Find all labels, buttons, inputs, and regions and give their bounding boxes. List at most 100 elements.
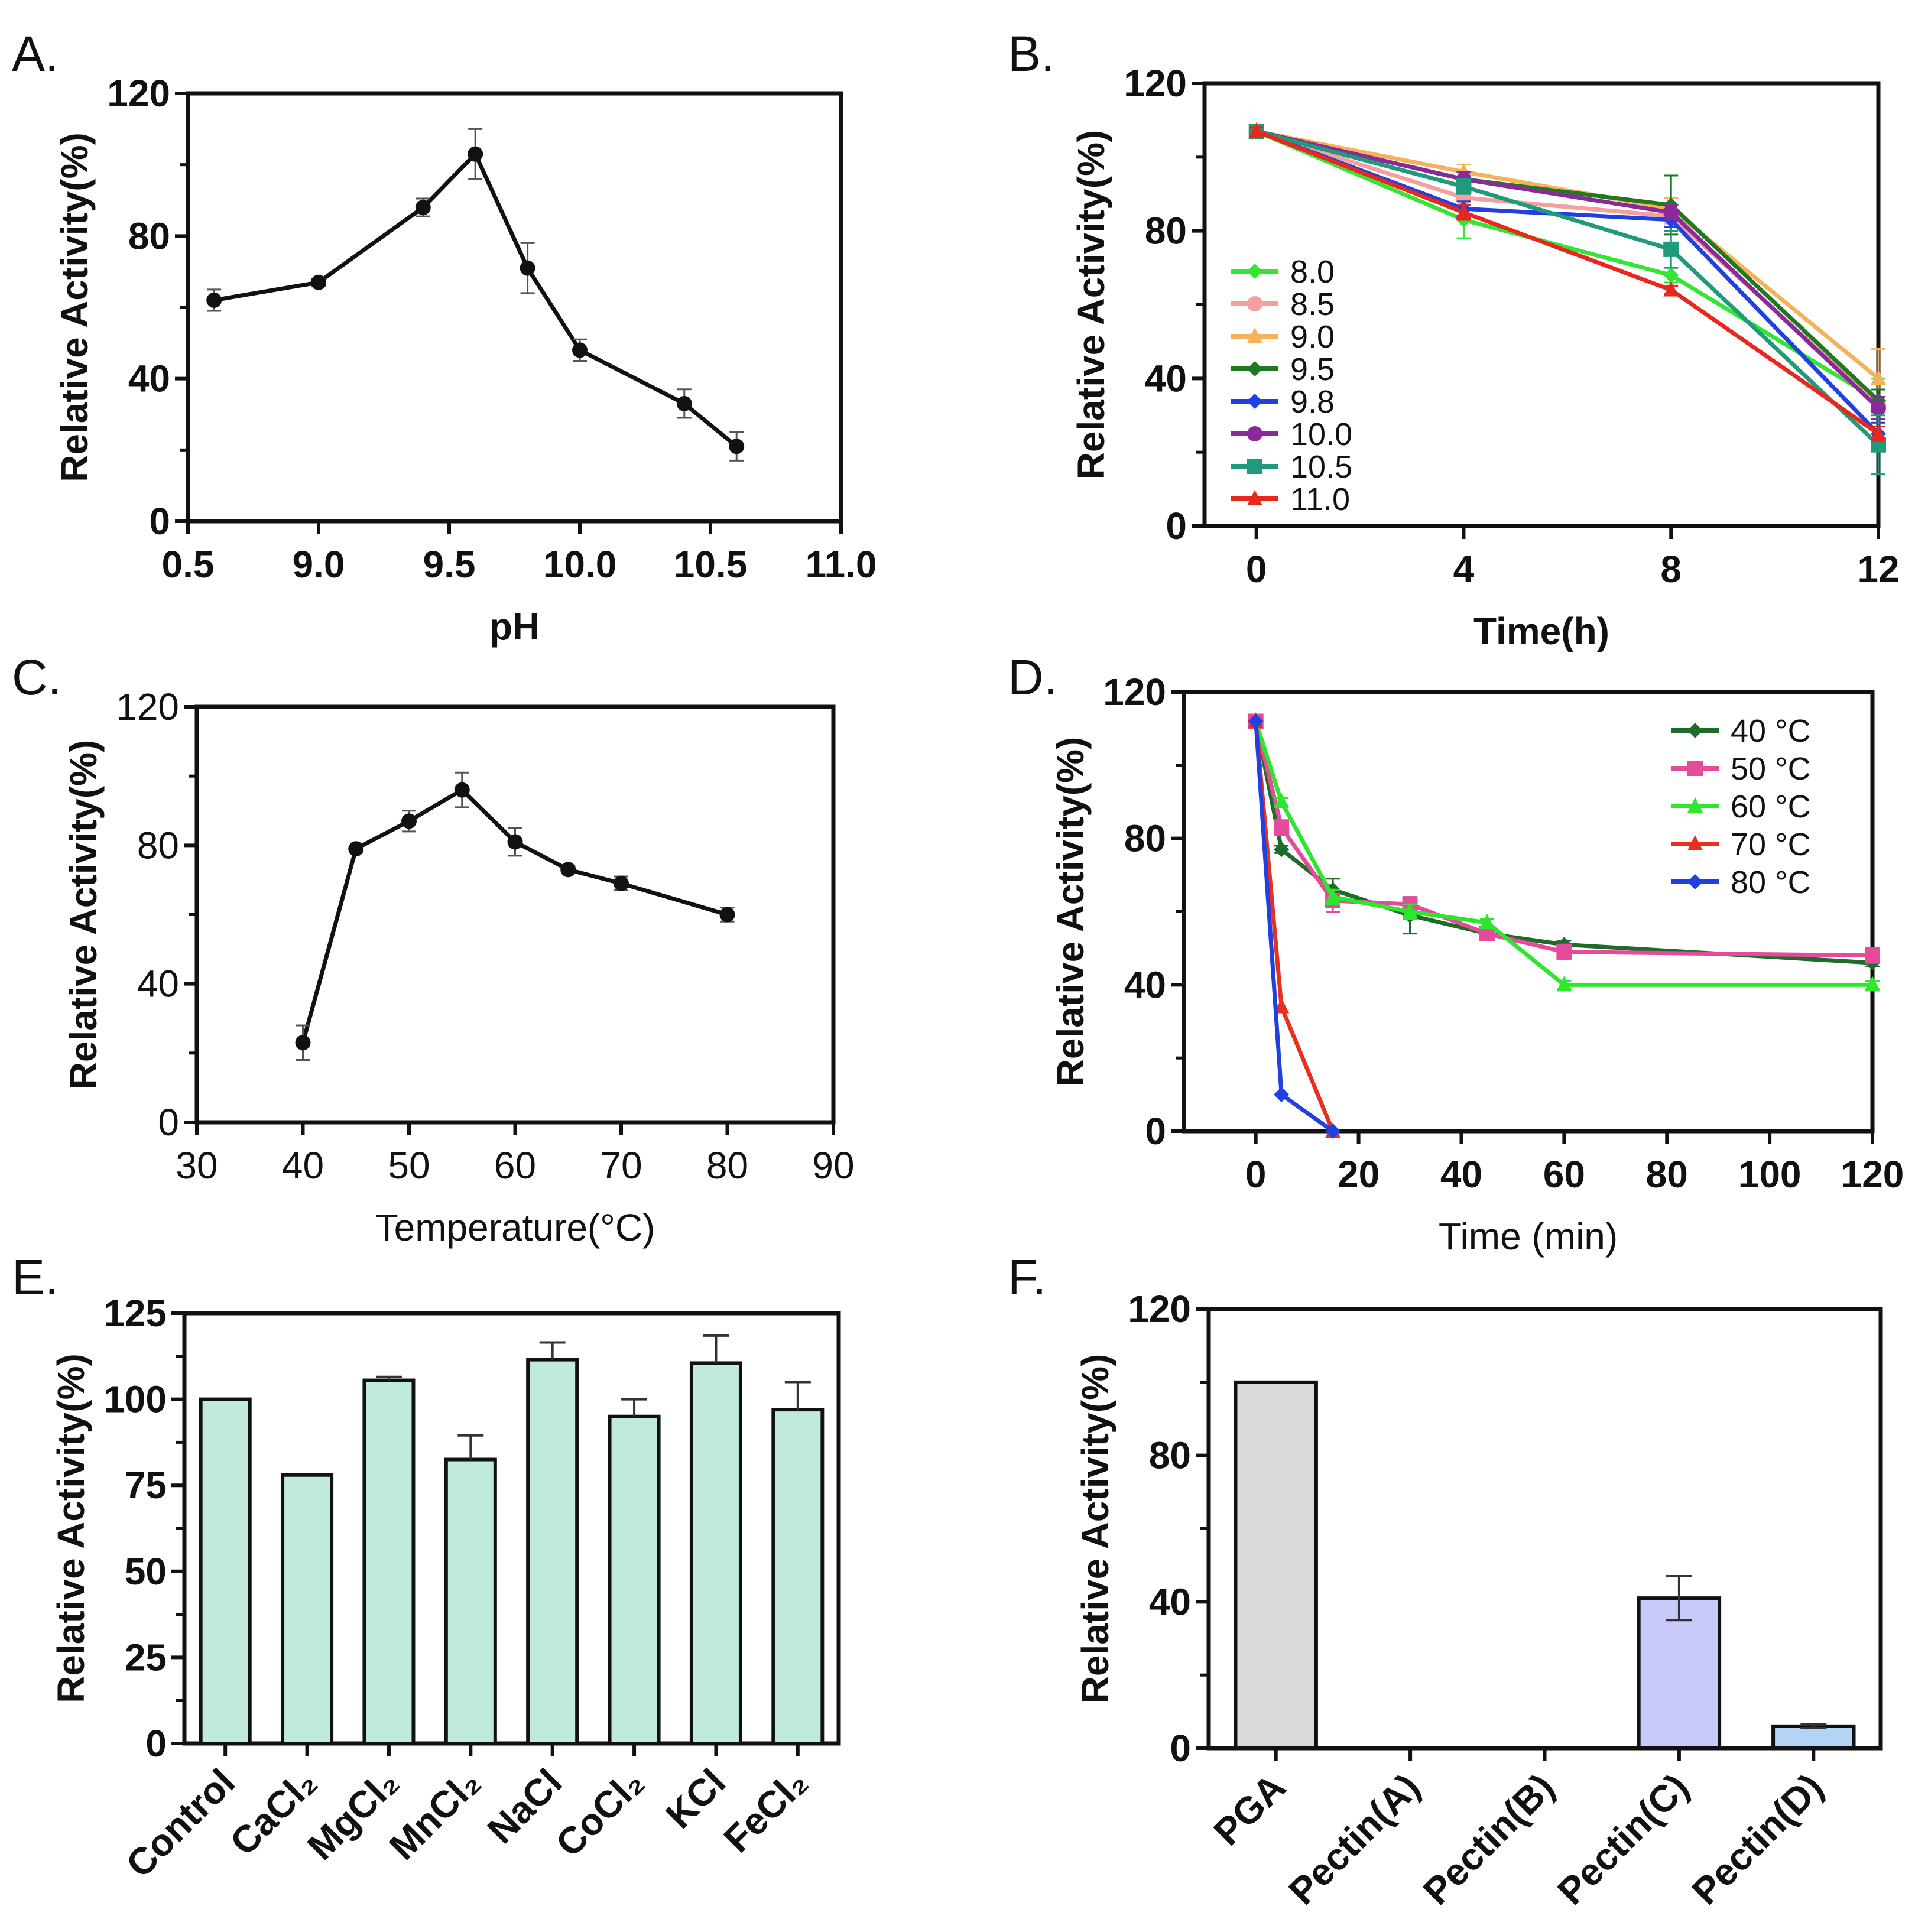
x-tick-label: 0.5 xyxy=(162,543,215,586)
bar-group xyxy=(689,1334,742,1745)
data-point xyxy=(401,813,417,829)
bar xyxy=(281,1473,334,1746)
x-tick-label: 80 xyxy=(1646,1153,1688,1196)
legend-item: 50 °C xyxy=(1671,751,1811,787)
legend-marker xyxy=(1247,394,1262,409)
y-axis-label: Relative Activity(%) xyxy=(53,132,96,482)
legend-label: 60 °C xyxy=(1731,789,1811,824)
legend-marker xyxy=(1247,264,1262,279)
data-point xyxy=(1871,424,1886,440)
legend-label: 8.0 xyxy=(1290,254,1335,290)
x-tick-label: 100 xyxy=(1738,1153,1802,1196)
legend-item: 9.8 xyxy=(1231,384,1335,420)
x-tick-label: MgCl₂ xyxy=(299,1761,407,1868)
data-point xyxy=(1248,122,1264,138)
x-tick-label: Pectin(A) xyxy=(1280,1765,1428,1913)
legend-item: 9.5 xyxy=(1231,352,1335,387)
legend-item: 9.0 xyxy=(1231,319,1335,355)
y-tick-label: 80 xyxy=(1145,210,1187,252)
x-tick-label: 60 xyxy=(1543,1153,1585,1196)
y-tick-label: 0 xyxy=(1166,505,1187,547)
y-axis-label: Relative Activity(%) xyxy=(50,1353,92,1703)
legend-label: 40 °C xyxy=(1731,713,1811,749)
bar-group xyxy=(771,1381,825,1745)
data-point xyxy=(454,782,470,798)
data-point xyxy=(348,841,364,857)
data-point xyxy=(295,1035,311,1051)
error-bar xyxy=(784,1381,811,1410)
series-0 xyxy=(206,128,745,462)
series-line xyxy=(1255,129,1880,447)
x-tick-label: PGA xyxy=(1206,1765,1294,1853)
y-tick-label: 40 xyxy=(1124,963,1166,1006)
plot-frame xyxy=(186,91,843,524)
plot-frame xyxy=(194,704,836,1125)
data-point xyxy=(560,862,576,878)
panel-d: D. 0 40 80 120 Relative Activity(%) 0 20 40 60 80 1… xyxy=(1008,650,1904,1258)
bar xyxy=(199,1397,252,1746)
y-tick-label: 120 xyxy=(1128,1288,1191,1330)
y-tick-label: 80 xyxy=(128,215,170,257)
x-tick-label: 20 xyxy=(1338,1153,1380,1196)
legend-marker xyxy=(1687,835,1703,850)
y-tick-label: 0 xyxy=(149,500,170,543)
x-tick-label: 11.0 xyxy=(805,543,877,586)
legend-item: 70 °C xyxy=(1671,827,1811,862)
x-tick-label: 10.5 xyxy=(674,543,748,586)
y-axis-label: Relative Activity(%) xyxy=(1074,1354,1116,1704)
panel-label: F. xyxy=(1008,1249,1046,1305)
data-point xyxy=(1402,902,1418,918)
y-tick-label: 120 xyxy=(107,72,170,115)
x-tick-label: 9.0 xyxy=(293,543,345,586)
data-point xyxy=(1274,842,1290,858)
y-tick-label: 40 xyxy=(1149,1580,1191,1623)
data-point xyxy=(572,342,588,358)
legend-label: 11.0 xyxy=(1290,482,1350,517)
x-tick-label: Pectin(D) xyxy=(1684,1765,1832,1913)
legend-item: 10.5 xyxy=(1231,449,1352,485)
series-3 xyxy=(1248,712,1341,1138)
y-tick-label: 40 xyxy=(128,358,170,400)
y-tick-label: 40 xyxy=(1145,357,1187,400)
series-2 xyxy=(1248,712,1880,992)
data-point xyxy=(1325,888,1341,904)
series-line xyxy=(213,152,738,449)
data-point xyxy=(468,146,483,162)
bar-group xyxy=(608,1398,661,1745)
legend-label: 9.0 xyxy=(1290,319,1335,355)
y-tick-label: 80 xyxy=(1149,1434,1191,1477)
legend-marker xyxy=(1687,874,1703,889)
panel-label: C. xyxy=(12,650,61,705)
legend-item: 11.0 xyxy=(1231,482,1350,517)
error-bar xyxy=(703,1334,729,1363)
y-tick-label: 100 xyxy=(103,1378,167,1421)
x-axis-label: Time (min) xyxy=(1439,1215,1618,1258)
series-0 xyxy=(295,771,735,1061)
x-tick-label: 4 xyxy=(1453,548,1475,590)
legend-label: 9.5 xyxy=(1290,352,1335,387)
bar xyxy=(444,1457,497,1746)
legend-label: 10.5 xyxy=(1290,449,1352,485)
y-tick-label: 25 xyxy=(125,1636,167,1678)
data-point xyxy=(1871,369,1886,385)
bar xyxy=(689,1361,742,1745)
data-point xyxy=(1865,947,1880,963)
y-tick-label: 0 xyxy=(1170,1727,1191,1769)
bar xyxy=(1234,1380,1318,1750)
legend-marker xyxy=(1247,490,1262,505)
x-tick-label: 60 xyxy=(494,1144,536,1187)
legend-marker xyxy=(1247,327,1262,343)
data-point xyxy=(507,834,523,850)
legend-marker xyxy=(1687,723,1703,738)
legend-marker xyxy=(1247,361,1262,376)
legend-item: 8.5 xyxy=(1231,287,1335,322)
legend-item: 60 °C xyxy=(1671,789,1811,824)
data-point xyxy=(1871,400,1886,416)
series-line xyxy=(1255,129,1880,402)
panel-label: D. xyxy=(1008,650,1057,705)
x-tick-label: 120 xyxy=(1841,1153,1904,1196)
data-point xyxy=(729,439,745,454)
panel-e: E. 0 25 50 75 100 125 Relative Activity(%) Contr… xyxy=(12,1249,841,1886)
legend-marker xyxy=(1247,426,1262,441)
